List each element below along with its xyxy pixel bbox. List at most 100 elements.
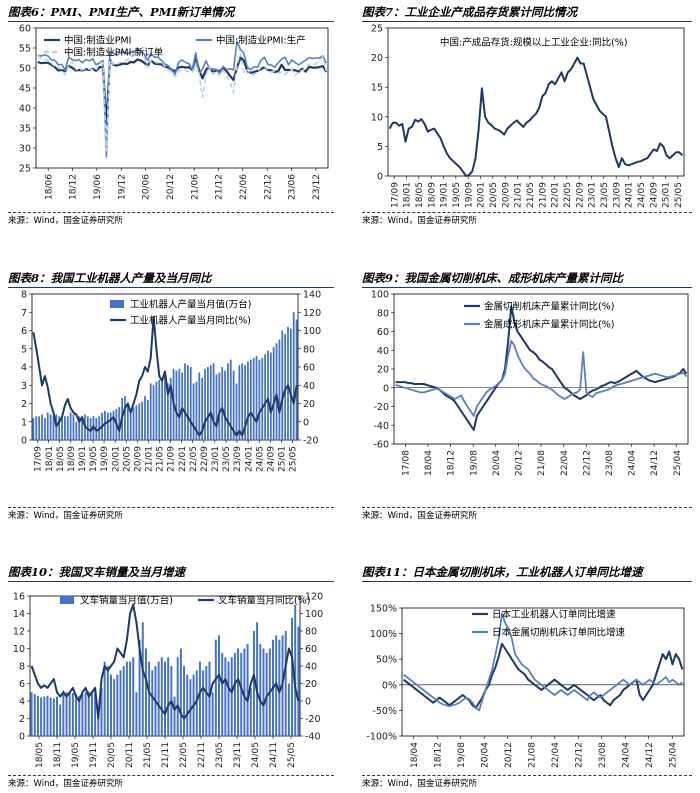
title-rule — [362, 287, 692, 288]
bar — [218, 635, 220, 736]
series-line — [395, 340, 688, 417]
x-tick-label: 18/12 — [447, 450, 457, 476]
x-tick-label: 18/04 — [410, 742, 420, 768]
y-tick-label: 3 — [21, 381, 27, 392]
x-tick-label: 21/12 — [215, 174, 225, 200]
bar — [52, 416, 55, 440]
bar — [132, 407, 135, 440]
chart-panel-11: 图表11：日本金属切削机床，工业机器人订单同比增速 -100% -50% 0% 50%… — [362, 564, 692, 790]
y-right-tick-label: 120 — [303, 308, 321, 319]
source-rule — [8, 507, 334, 508]
legend-label: 日本金属切削机床订单同比增速 — [492, 627, 626, 639]
x-tick-label: 24/11 — [269, 742, 279, 768]
series-line — [30, 603, 300, 720]
x-tick-label: 18/09 — [427, 182, 437, 208]
x-tick-label: 20/12 — [504, 742, 514, 768]
bar — [249, 687, 252, 736]
x-tick-label: 22/12 — [582, 450, 592, 476]
y-tick-label: 0 — [383, 383, 389, 394]
bar — [227, 363, 229, 440]
chart-plot: -60 -40 -20 0 20 40 60 80 100 17/08 18/04 18/12 19/0… — [371, 290, 689, 476]
x-tick-label: 23/11 — [233, 742, 243, 768]
bar — [291, 617, 294, 736]
y-right-tick-label: 20 — [303, 399, 315, 410]
x-tick-label: 20/09 — [133, 446, 143, 472]
y-tick-label: 10 — [371, 112, 383, 123]
bar — [284, 631, 287, 736]
bar — [78, 416, 81, 440]
bar — [151, 670, 154, 736]
chart-plot: 0 5 10 15 20 25 17/09 18/01 18/05 18/09 19/01 19/05… — [371, 24, 685, 208]
bar — [141, 622, 144, 736]
y-tick-label: 8 — [21, 290, 27, 301]
bar — [243, 648, 246, 736]
chart-title: 图表8：我国工业机器人产量及当月同比 — [8, 271, 212, 285]
bar — [129, 661, 132, 736]
x-tick-label: 20/12 — [515, 450, 525, 476]
x-tick-label: 21/06 — [190, 174, 200, 200]
y-right-tick-label: 60 — [305, 644, 317, 655]
bar — [157, 661, 160, 736]
y-tick-label: -50% — [372, 706, 397, 717]
title-rule — [8, 581, 334, 582]
bar — [256, 622, 259, 736]
y-tick-label: 15 — [371, 83, 383, 94]
y-right-tick-label: 80 — [305, 627, 317, 638]
bar — [69, 412, 72, 440]
y-tick-label: 50% — [376, 655, 397, 666]
y-tick-label: 2 — [19, 714, 25, 725]
x-tick-label: 18/01 — [45, 446, 55, 472]
series-line — [388, 56, 684, 177]
source-note: 来源：Wind，国金证券研究所 — [362, 216, 477, 226]
y-tick-label: 100 — [371, 290, 389, 301]
x-tick-label: 24/05 — [255, 446, 265, 472]
y-right-tick-label: 100 — [303, 326, 321, 337]
x-tick-label: 20/04 — [492, 450, 502, 476]
bar — [297, 626, 300, 736]
y-right-tick-label: 100 — [305, 609, 323, 620]
bar — [81, 694, 84, 736]
bar — [184, 363, 186, 440]
bar — [144, 396, 146, 440]
bar — [294, 604, 297, 736]
y-tick-label: 12 — [13, 627, 25, 638]
bar — [164, 661, 166, 736]
y-tick-label: 25 — [371, 24, 383, 35]
x-tick-label: 25/05 — [674, 182, 684, 208]
y-tick-label: 0 — [21, 436, 27, 447]
chart-panel-9: 图表9：我国金属切削机床、成形机床产量累计同比 -60 -40 -20 0 20 40 60… — [362, 270, 692, 521]
bar — [84, 692, 87, 736]
series-line — [37, 56, 328, 127]
bar — [68, 692, 71, 736]
series-line — [403, 612, 683, 712]
bar — [135, 692, 138, 736]
series-line — [395, 305, 688, 431]
x-tick-label: 22/05 — [189, 446, 199, 472]
series-line — [32, 315, 298, 437]
x-tick-label: 20/05 — [107, 742, 117, 768]
series-line — [37, 40, 328, 158]
x-tick-label: 18/05 — [56, 446, 66, 472]
bar — [129, 410, 132, 440]
x-tick-label: 21/09 — [538, 182, 548, 208]
chart-plot: 0 2 4 6 8 10 12 14 16 -40 -20 0 20 40 60 80 100 120 18/05 1… — [13, 592, 323, 768]
y-tick-label: 8 — [19, 662, 25, 673]
bar — [72, 414, 75, 440]
y-right-tick-label: 80 — [303, 344, 315, 355]
bar — [33, 694, 36, 736]
y-tick-label: 150% — [370, 604, 397, 615]
bar — [189, 367, 192, 440]
bar — [103, 661, 106, 736]
bar — [246, 644, 249, 736]
bar — [97, 714, 100, 736]
x-tick-label: 18/05 — [415, 182, 425, 208]
bar — [52, 698, 55, 736]
bar — [262, 648, 265, 736]
x-tick-label: 22/04 — [551, 742, 561, 768]
bar — [109, 412, 112, 440]
y-right-tick-label: -40 — [305, 732, 321, 743]
bar — [258, 359, 261, 440]
bar — [40, 697, 43, 736]
x-tick-label: 21/11 — [161, 742, 171, 768]
x-tick-label: 24/04 — [621, 742, 631, 768]
